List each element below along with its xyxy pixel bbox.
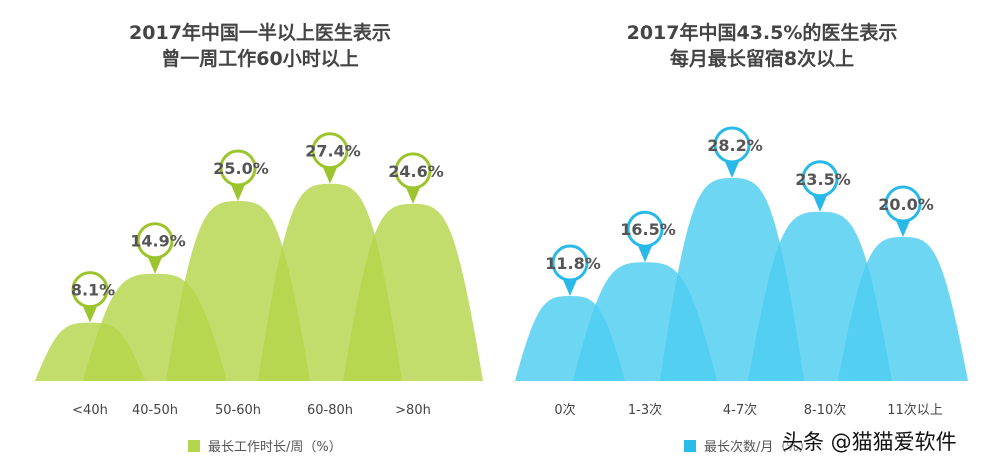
left-legend: 最长工作时长/周（%） [188,436,342,455]
pin-marker-0 [71,271,109,309]
watermark: 头条 @猫猫爱软件 [782,430,957,454]
right-title-line1: 2017年中国43.5%的医生表示 [626,22,898,44]
pin-marker-1 [626,210,664,248]
left-legend-label: 最长工作时长/周（%） [208,440,342,455]
data-label-0: 11.8% [545,254,601,273]
pin-marker-0 [551,244,589,282]
category-label-2: 50-60h [215,403,261,418]
left-title-line1: 2017年中国一半以上医生表示 [129,22,391,44]
left-title-line2: 曾一周工作60小时以上 [161,48,359,70]
right-chart-title: 2017年中国43.5%的医生表示 每月最长留宿8次以上 [532,20,992,72]
category-label-0: 0次 [554,402,575,418]
category-label-1: 40-50h [132,403,178,418]
chart-0: 8.1% <40h 14.9% 40-50h 25.0% 50-60h 27.4% 60-80… [35,132,483,418]
category-label-3: 60-80h [307,403,353,418]
category-label-4: 11次以上 [887,402,943,418]
pin-marker-3 [801,160,839,198]
data-label-2: 25.0% [213,159,269,178]
category-label-0: <40h [72,403,108,418]
category-label-1: 1-3次 [628,402,662,418]
category-label-4: >80h [395,403,431,418]
left-chart-title: 2017年中国一半以上医生表示 曾一周工作60小时以上 [30,20,490,72]
right-legend-swatch [684,439,696,452]
pin-marker-4 [394,152,432,190]
chart-1: 11.8% 0次 16.5% 1-3次 28.2% 4-7次 23.5% 8-10次 20.0%… [515,126,968,418]
data-label-3: 23.5% [795,170,851,189]
hump-4 [838,237,968,381]
data-label-1: 14.9% [130,232,186,251]
data-label-3: 27.4% [305,142,361,161]
pin-marker-2 [713,126,751,164]
hump-4 [343,203,483,381]
category-label-2: 4-7次 [723,402,757,418]
right-title-line2: 每月最长留宿8次以上 [669,48,855,70]
data-label-4: 24.6% [388,162,444,181]
pin-marker-4 [884,185,922,223]
pin-marker-3 [311,132,349,170]
right-legend: 最长次数/月（%） [684,436,812,455]
data-label-1: 16.5% [620,220,676,239]
pin-marker-1 [136,222,174,260]
pin-marker-2 [219,149,257,187]
right-legend-label: 最长次数/月（%） [704,440,812,455]
left-legend-swatch [188,439,200,452]
data-label-0: 8.1% [71,281,115,300]
category-label-3: 8-10次 [804,402,847,418]
data-label-4: 20.0% [878,195,934,214]
data-label-2: 28.2% [707,136,763,155]
